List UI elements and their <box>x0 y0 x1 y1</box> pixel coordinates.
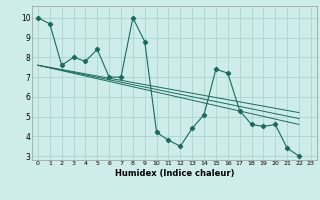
X-axis label: Humidex (Indice chaleur): Humidex (Indice chaleur) <box>115 169 234 178</box>
